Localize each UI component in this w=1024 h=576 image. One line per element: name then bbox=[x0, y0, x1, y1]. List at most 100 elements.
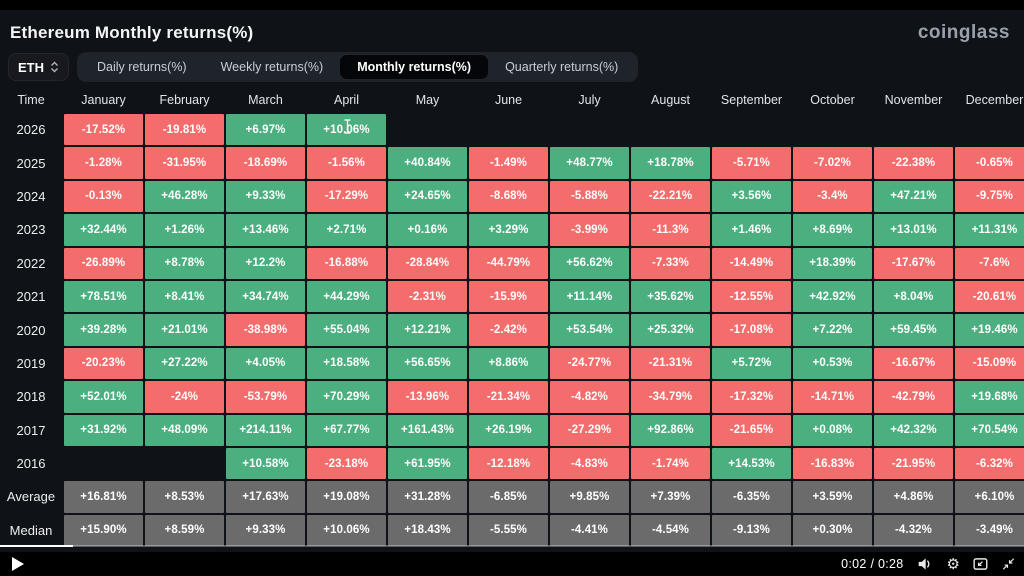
cell-2021-february: +8.41% bbox=[145, 280, 224, 313]
cell-2020-august: +25.32% bbox=[631, 314, 710, 346]
cell-2019-january: -20.23% bbox=[64, 347, 143, 380]
cell-2022-september: -14.49% bbox=[712, 247, 791, 279]
cell-2017-june: +26.19% bbox=[469, 414, 548, 446]
row-label-2018: 2018 bbox=[16, 389, 46, 405]
cell-2024-december: -9.75% bbox=[955, 180, 1024, 213]
cell-2025-august: +18.78% bbox=[631, 147, 710, 179]
coinglass-logo: coinglass bbox=[917, 21, 1010, 43]
cell-2026-november bbox=[874, 114, 953, 145]
cell-2023-june: +3.29% bbox=[469, 214, 548, 246]
cell-2018-august: -34.79% bbox=[631, 381, 710, 413]
cell-2018-october: -14.71% bbox=[793, 381, 872, 413]
page-header: Ethereum Monthly returns(%) coinglass bbox=[0, 10, 1024, 50]
cell-median-september: -9.13% bbox=[712, 514, 791, 547]
row-label-2016: 2016 bbox=[16, 456, 46, 472]
cell-2019-october: +0.53% bbox=[793, 347, 872, 380]
cell-2020-january: +39.28% bbox=[64, 314, 143, 346]
tab-monthly-returns[interactable]: Monthly returns(%) bbox=[340, 55, 489, 79]
cell-2020-september: -17.08% bbox=[712, 314, 791, 346]
col-header-december: December bbox=[965, 93, 1024, 107]
cell-2025-january: -1.28% bbox=[64, 147, 143, 179]
cell-2024-april: -17.29% bbox=[307, 180, 386, 213]
page-title: Ethereum Monthly returns(%) bbox=[10, 22, 254, 42]
cell-2020-july: +53.54% bbox=[550, 314, 629, 346]
cell-average-june: -6.85% bbox=[469, 481, 548, 513]
chevron-updown-icon bbox=[51, 61, 58, 73]
cell-2022-november: -17.67% bbox=[874, 247, 953, 279]
cell-2023-august: -11.3% bbox=[631, 214, 710, 246]
coinglass-page: Ethereum Monthly returns(%) coinglass ET… bbox=[0, 10, 1024, 552]
cell-2017-april: +67.77% bbox=[307, 414, 386, 446]
cell-2025-september: -5.71% bbox=[712, 147, 791, 179]
cell-2017-december: +70.54% bbox=[955, 414, 1024, 446]
row-label-median: Median bbox=[9, 522, 53, 538]
cell-2021-december: -20.61% bbox=[955, 280, 1024, 313]
cell-2023-december: +11.31% bbox=[955, 214, 1024, 246]
cell-2022-july: +56.62% bbox=[550, 247, 629, 279]
cell-2021-april: +44.29% bbox=[307, 280, 386, 313]
time-display: 0:02 / 0:28 bbox=[841, 557, 904, 571]
col-header-september: September bbox=[720, 93, 783, 107]
cell-2019-november: -16.67% bbox=[874, 347, 953, 380]
settings-gear-icon[interactable]: ⚙ bbox=[946, 554, 960, 573]
cell-2018-november: -42.79% bbox=[874, 381, 953, 413]
cell-2016-june: -12.18% bbox=[469, 447, 548, 480]
cell-2023-january: +32.44% bbox=[64, 214, 143, 246]
col-header-august: August bbox=[651, 93, 690, 107]
row-label-2025: 2025 bbox=[16, 155, 46, 171]
cell-average-july: +9.85% bbox=[550, 481, 629, 513]
cell-2023-february: +1.26% bbox=[145, 214, 224, 246]
cell-2025-december: -0.65% bbox=[955, 147, 1024, 179]
cell-2025-november: -22.38% bbox=[874, 147, 953, 179]
row-label-2019: 2019 bbox=[16, 355, 46, 371]
cell-average-february: +8.53% bbox=[145, 481, 224, 513]
tab-weekly-returns[interactable]: Weekly returns(%) bbox=[204, 55, 341, 79]
cell-2025-march: -18.69% bbox=[226, 147, 305, 179]
toolbar: ETH Daily returns(%) Weekly returns(%) Mon… bbox=[0, 50, 1024, 84]
cell-2022-october: +18.39% bbox=[793, 247, 872, 279]
cell-2018-march: -53.79% bbox=[226, 381, 305, 413]
tab-quarterly-returns[interactable]: Quarterly returns(%) bbox=[488, 55, 635, 79]
cell-median-april: +10.06% bbox=[307, 514, 386, 547]
cell-2019-march: +4.05% bbox=[226, 347, 305, 380]
cell-2017-november: +42.32% bbox=[874, 414, 953, 446]
cell-average-january: +16.81% bbox=[64, 481, 143, 513]
cell-2017-october: +0.08% bbox=[793, 414, 872, 446]
row-label-2022: 2022 bbox=[16, 255, 46, 271]
cell-2024-august: -22.21% bbox=[631, 180, 710, 213]
symbol-select[interactable]: ETH bbox=[8, 53, 69, 81]
cell-2021-october: +42.92% bbox=[793, 280, 872, 313]
cell-2021-march: +34.74% bbox=[226, 280, 305, 313]
symbol-select-value: ETH bbox=[18, 59, 44, 75]
tab-daily-returns[interactable]: Daily returns(%) bbox=[80, 55, 204, 79]
cell-2020-may: +12.21% bbox=[388, 314, 467, 346]
cell-2026-october bbox=[793, 114, 872, 145]
col-header-october: October bbox=[810, 93, 855, 107]
cell-2022-february: +8.78% bbox=[145, 247, 224, 279]
cell-median-february: +8.59% bbox=[145, 514, 224, 547]
cell-2022-december: -7.6% bbox=[955, 247, 1024, 279]
cell-2018-april: +70.29% bbox=[307, 381, 386, 413]
col-header-march: March bbox=[248, 93, 283, 107]
col-header-june: June bbox=[494, 93, 523, 107]
cell-median-june: -5.55% bbox=[469, 514, 548, 547]
cell-2020-april: +55.04% bbox=[307, 314, 386, 346]
cell-2022-june: -44.79% bbox=[469, 247, 548, 279]
video-seek-bar[interactable] bbox=[0, 545, 1024, 547]
cell-median-november: -4.32% bbox=[874, 514, 953, 547]
cell-2022-may: -28.84% bbox=[388, 247, 467, 279]
volume-icon[interactable] bbox=[917, 557, 934, 571]
cell-2020-october: +7.22% bbox=[793, 314, 872, 346]
cell-2024-june: -8.68% bbox=[469, 180, 548, 213]
cell-2017-march: +214.11% bbox=[226, 414, 305, 446]
play-button[interactable] bbox=[12, 557, 24, 571]
cell-2025-february: -31.95% bbox=[145, 147, 224, 179]
cell-median-october: +0.30% bbox=[793, 514, 872, 547]
miniplayer-icon[interactable] bbox=[973, 557, 988, 571]
cell-median-december: -3.49% bbox=[955, 514, 1024, 547]
cell-2016-october: -16.83% bbox=[793, 447, 872, 480]
cell-2016-july: -4.83% bbox=[550, 447, 629, 480]
cell-2024-october: -3.4% bbox=[793, 180, 872, 213]
exit-fullscreen-icon[interactable] bbox=[1001, 557, 1016, 571]
cell-2019-june: +8.86% bbox=[469, 347, 548, 380]
